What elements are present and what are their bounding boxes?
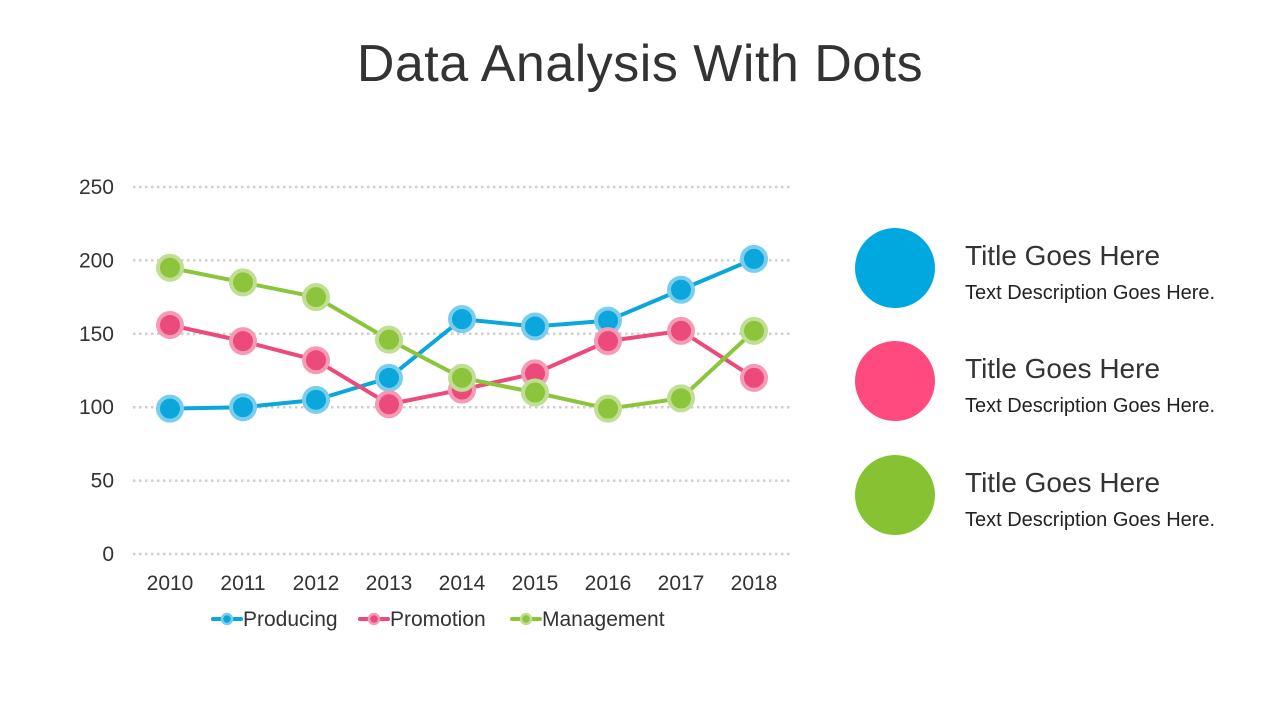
y-tick-label: 200 xyxy=(79,249,114,272)
legend-marker-icon xyxy=(220,612,234,626)
data-point-producing xyxy=(740,244,768,273)
data-point-promotion xyxy=(740,363,768,392)
x-tick-label: 2014 xyxy=(439,572,486,595)
data-point-management xyxy=(375,325,403,354)
info-item-description: Text Description Goes Here. xyxy=(965,509,1216,531)
legend-label: Management xyxy=(542,608,665,631)
info-item-description: Text Description Goes Here. xyxy=(965,395,1216,417)
data-point-producing xyxy=(375,363,403,392)
info-item-2: Title Goes Here Text Description Goes He… xyxy=(855,341,1275,423)
series-layer xyxy=(156,244,768,423)
data-point-management xyxy=(594,394,622,423)
data-point-management xyxy=(448,363,476,392)
page-title: Data Analysis With Dots xyxy=(356,35,924,93)
x-tick-label: 2012 xyxy=(293,572,340,595)
data-point-promotion xyxy=(667,316,695,345)
data-point-management xyxy=(521,378,549,407)
x-tick-label: 2017 xyxy=(658,572,705,595)
data-point-producing xyxy=(156,394,184,423)
pink-dot-icon xyxy=(855,341,935,421)
data-point-producing xyxy=(667,275,695,304)
x-tick-label: 2015 xyxy=(512,572,559,595)
chart-legend: Producing Promotion Management xyxy=(211,608,665,631)
x-tick-label: 2011 xyxy=(220,572,265,595)
blue-dot-icon xyxy=(855,228,935,308)
y-axis: 0 50 100 150 200 250 xyxy=(79,176,114,566)
data-point-promotion xyxy=(594,327,622,356)
data-point-management xyxy=(156,253,184,282)
y-tick-label: 150 xyxy=(79,323,114,346)
y-tick-label: 250 xyxy=(79,176,114,199)
info-item-description: Text Description Goes Here. xyxy=(965,282,1216,304)
green-dot-icon xyxy=(855,455,935,535)
data-point-producing xyxy=(521,312,549,341)
data-point-management xyxy=(302,283,330,312)
x-axis: 2010 2011 2012 2013 2014 2015 2016 2017 2018 xyxy=(147,572,778,595)
y-tick-label: 50 xyxy=(91,470,114,493)
info-item-title: Title Goes Here xyxy=(965,353,1161,384)
y-tick-label: 0 xyxy=(102,543,114,566)
info-item-title: Title Goes Here xyxy=(965,467,1161,498)
info-item-1: Title Goes Here Text Description Goes He… xyxy=(855,228,1275,310)
x-tick-label: 2016 xyxy=(585,572,632,595)
data-point-management xyxy=(667,384,695,413)
x-tick-label: 2010 xyxy=(147,572,194,595)
data-point-management xyxy=(740,316,768,345)
data-point-management xyxy=(229,268,257,297)
data-point-promotion xyxy=(156,310,184,339)
legend-marker-icon xyxy=(367,612,381,626)
y-tick-label: 100 xyxy=(79,396,114,419)
data-point-promotion xyxy=(375,390,403,419)
data-point-promotion xyxy=(229,327,257,356)
legend-label: Promotion xyxy=(390,608,486,631)
x-tick-label: 2013 xyxy=(366,572,413,595)
legend-marker-icon xyxy=(519,612,533,626)
data-point-promotion xyxy=(302,346,330,375)
info-item-title: Title Goes Here xyxy=(965,240,1161,271)
legend-label: Producing xyxy=(243,608,338,631)
data-point-producing xyxy=(302,385,330,414)
data-point-producing xyxy=(229,393,257,422)
data-point-producing xyxy=(448,305,476,334)
info-item-3: Title Goes Here Text Description Goes He… xyxy=(855,455,1275,537)
x-tick-label: 2018 xyxy=(731,572,778,595)
